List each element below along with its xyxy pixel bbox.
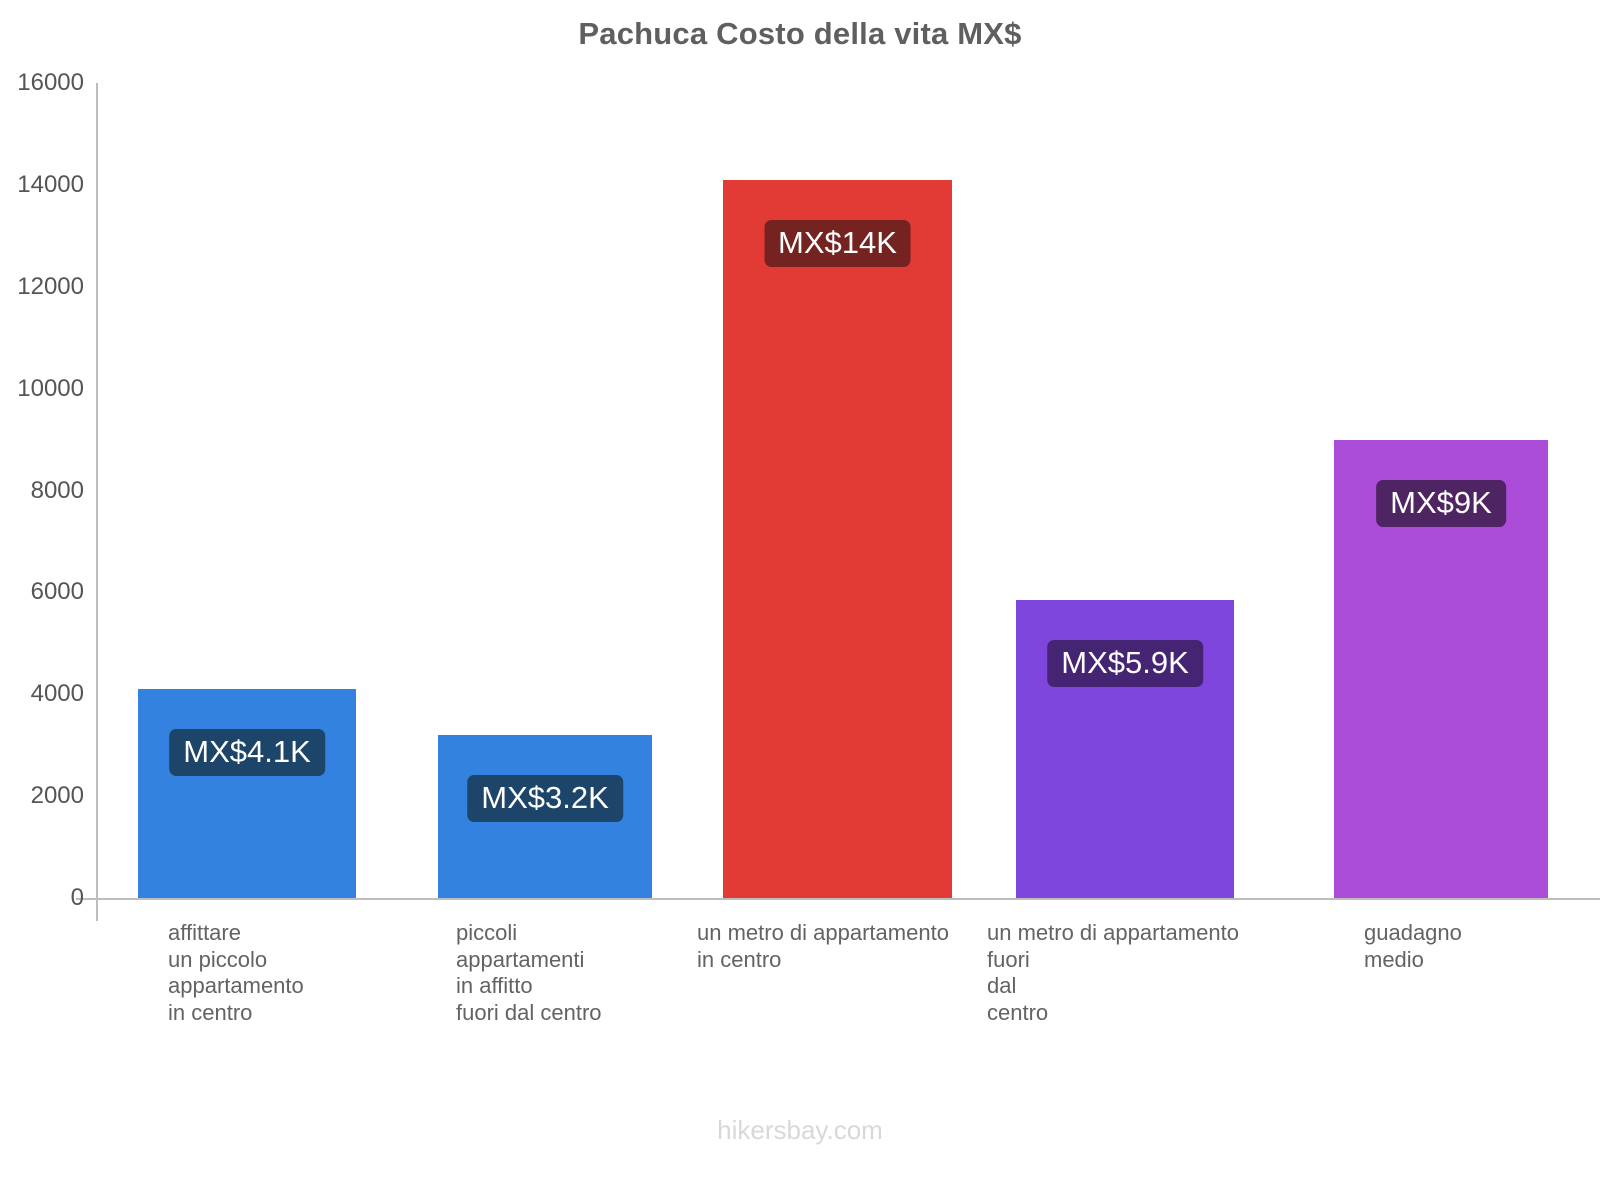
- bar[interactable]: MX$3.2K: [438, 735, 652, 898]
- bar[interactable]: MX$4.1K: [138, 689, 356, 898]
- y-axis-tick-label: 0: [70, 884, 84, 911]
- bar[interactable]: MX$9K: [1334, 439, 1548, 898]
- chart-title: Pachuca Costo della vita MX$: [578, 16, 1022, 51]
- bar-rect: [723, 179, 952, 898]
- y-axis-tick-label: 16000: [17, 69, 84, 96]
- y-axis-tick-label: 8000: [30, 476, 84, 504]
- bar-value-label: MX$14K: [764, 219, 911, 267]
- bar-value-label: MX$9K: [1376, 479, 1506, 527]
- x-axis-category-label: un metro di appartamento in centro: [697, 920, 949, 972]
- x-axis-category-label: guadagno medio: [1364, 920, 1462, 972]
- y-axis-tick-label: 14000: [17, 170, 84, 198]
- x-axis-line: [76, 898, 1600, 900]
- bar-value-label: MX$3.2K: [467, 775, 623, 822]
- bar[interactable]: MX$5.9K: [1016, 600, 1234, 898]
- y-axis-tick-label: 2000: [30, 782, 84, 810]
- bar-rect: [138, 689, 356, 898]
- bar-value-label: MX$4.1K: [169, 729, 325, 777]
- y-axis-tick-label: 10000: [17, 374, 84, 402]
- x-axis-category-label: un metro di appartamento fuori dal centr…: [987, 920, 1239, 1025]
- y-axis-tick-label: 4000: [30, 680, 84, 708]
- y-axis-tick-label: 12000: [17, 272, 84, 300]
- footer-watermark: hikersbay.com: [717, 1115, 883, 1145]
- y-axis-tick-label: 6000: [30, 578, 84, 606]
- x-axis-category-label: affittare un piccolo appartamento in cen…: [168, 920, 304, 1025]
- x-axis-category-label: piccoli appartamenti in affitto fuori da…: [456, 920, 602, 1025]
- bar[interactable]: MX$14K: [723, 179, 952, 898]
- bar-value-label: MX$5.9K: [1047, 640, 1203, 688]
- y-axis-line: [96, 83, 98, 921]
